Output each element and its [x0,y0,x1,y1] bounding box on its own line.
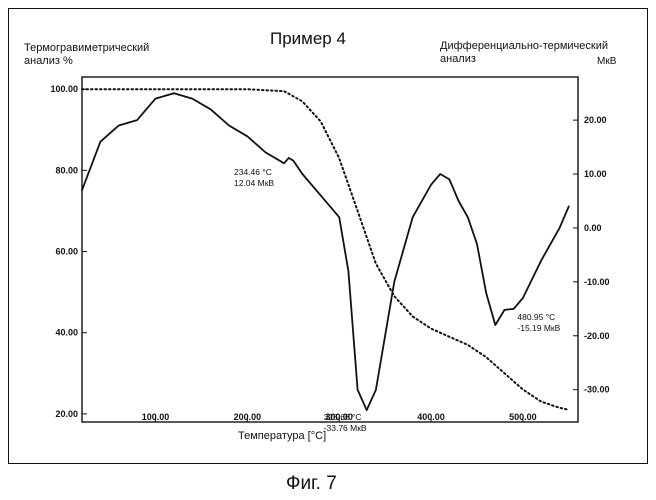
peak-annotation: 480.95 °C-15.19 МкВ [517,312,560,333]
y-right-tick-label: 20.00 [584,115,607,125]
y-right-tick-label: -20.00 [584,331,610,341]
y-right-tick-label: -30.00 [584,385,610,395]
y-left-tick-label: 100.00 [50,84,78,94]
y-right-tick-label: 0.00 [584,223,602,233]
x-tick-label: 500.00 [509,412,537,422]
peak-annotation: 326.66 °C-33.76 МкВ [324,412,367,433]
y-left-tick-label: 60.00 [55,247,78,257]
y-right-tick-label: 10.00 [584,169,607,179]
series-layer [82,89,569,410]
y-right-tick-label: -10.00 [584,277,610,287]
plot-area-border [82,77,578,422]
dta-series-line [82,93,569,410]
x-tick-label: 100.00 [142,412,170,422]
y-left-tick-label: 20.00 [55,409,78,419]
x-tick-label: 200.00 [234,412,262,422]
peak-annotation: 234.46 °C12.04 МкВ [234,167,274,188]
y-left-tick-label: 40.00 [55,328,78,338]
y-left-tick-label: 80.00 [55,165,78,175]
tga-series-line [82,89,569,410]
x-tick-label: 400.00 [417,412,445,422]
